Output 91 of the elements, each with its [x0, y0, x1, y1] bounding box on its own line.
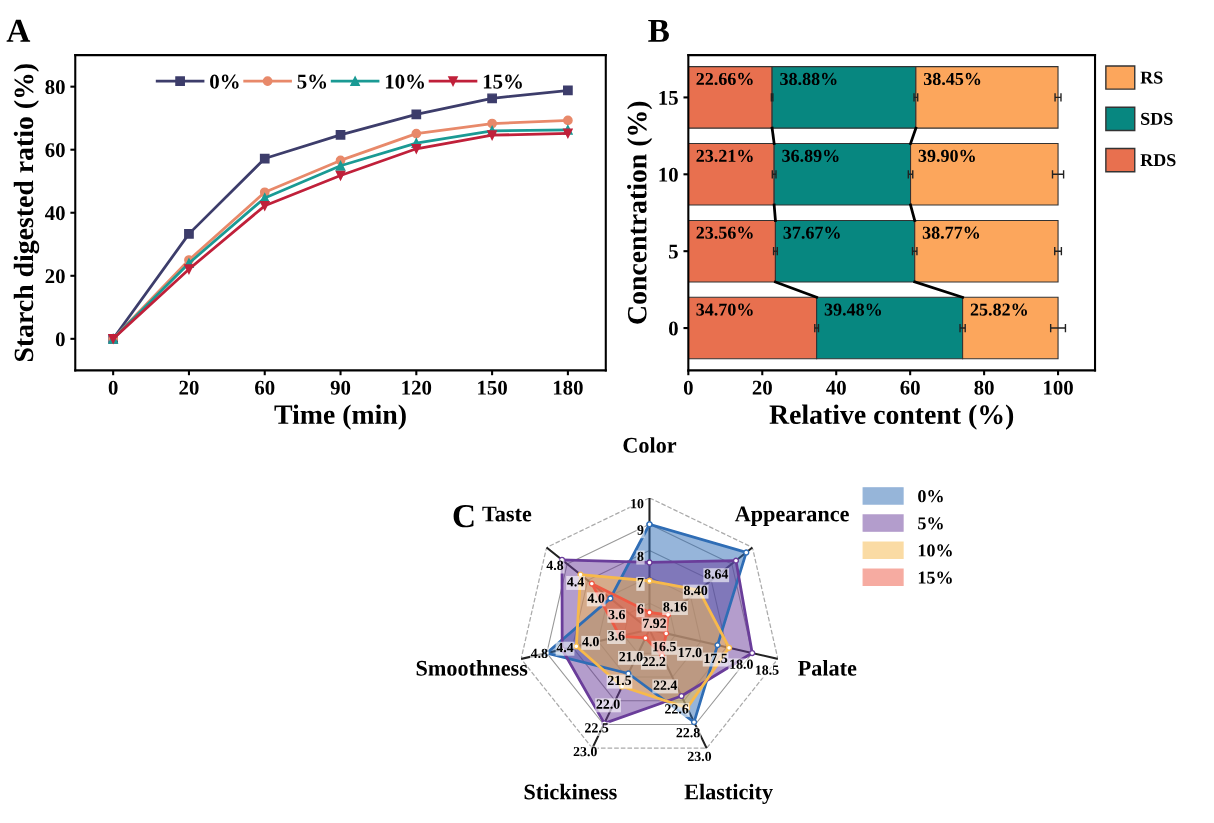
data-label: 23.56%	[696, 226, 753, 239]
text: 4.4	[556, 642, 574, 653]
y-tick-label: 0	[668, 321, 678, 336]
y-tick-label: 5	[669, 244, 678, 259]
text: C	[453, 504, 474, 528]
y-tick-label: 40	[45, 206, 65, 221]
data-label: 38.88%	[780, 72, 837, 86]
spoke-label: Stickiness	[524, 783, 617, 800]
legend-label: 10%	[385, 74, 424, 89]
spoke-label: Color	[623, 437, 677, 453]
data-label: 38.45%	[923, 72, 981, 86]
x-tick-label: 90	[330, 380, 351, 395]
x-tick-label: 150	[478, 380, 507, 395]
legend-label: RS	[1140, 71, 1163, 84]
legend-label: 0%	[918, 490, 943, 503]
text: 4.0	[587, 593, 605, 603]
legend-label: RDS	[1140, 154, 1176, 167]
text: 8.16	[663, 602, 687, 612]
x-tick-label: 60	[255, 380, 275, 395]
text: 17.5	[704, 653, 728, 664]
text: 22.8	[676, 727, 700, 738]
data-label: 37.67%	[783, 226, 840, 239]
text: 21.5	[607, 675, 632, 686]
x-tick-label: 80	[974, 380, 994, 395]
data-label: 39.48%	[824, 303, 882, 316]
text: 22.2	[642, 656, 666, 667]
legend-label: 10%	[918, 544, 952, 557]
text: 6	[637, 604, 644, 614]
text: 22.0	[596, 699, 620, 709]
y-tick-label: 15	[659, 90, 678, 105]
data-label: 23.21%	[696, 149, 753, 162]
text: 18.5	[755, 665, 779, 675]
data-label: 39.90%	[918, 149, 975, 162]
text: 4.0	[582, 636, 599, 647]
text: 22.4	[653, 680, 678, 690]
text: 8.64	[704, 569, 729, 579]
text: 23.0	[687, 751, 712, 762]
legend-label: 15%	[918, 571, 952, 584]
text: 3.6	[608, 631, 625, 641]
text: 4.8	[546, 560, 564, 571]
text: 17.0	[678, 647, 702, 658]
x-tick-label: 100	[1044, 380, 1073, 395]
spoke-label: Palate	[798, 660, 857, 676]
data-label: 38.77%	[922, 226, 980, 239]
text: 4.4	[567, 577, 584, 587]
y-tick-label: 80	[45, 80, 65, 95]
legend-label: 5%	[297, 74, 327, 89]
text: 9	[637, 525, 644, 535]
text: 7	[637, 578, 644, 588]
data-label: 22.66%	[696, 72, 753, 86]
chart-title: A	[6, 19, 31, 42]
x-tick-label: 60	[900, 380, 920, 395]
legend-label: SDS	[1141, 112, 1173, 125]
spoke-label: Appearance	[734, 506, 849, 526]
text: 22.6	[665, 704, 689, 714]
legend-label: 15%	[483, 74, 522, 89]
spoke-label: Elasticity	[684, 783, 773, 805]
text: 4.8	[530, 648, 548, 659]
x-tick-label: 0	[108, 380, 118, 395]
y-tick-label: 0	[55, 332, 65, 347]
text: 22.5	[585, 723, 609, 733]
data-label: 25.82%	[970, 303, 1027, 316]
text: 18.0	[730, 659, 753, 669]
legend-label: 5%	[918, 517, 943, 530]
text: 7.92	[643, 618, 667, 628]
y-axis-title: Starch digested ratio (%)	[13, 64, 40, 362]
text: 3.6	[608, 609, 626, 620]
y-tick-label: 10	[659, 167, 678, 182]
x-tick-label: 20	[752, 380, 772, 395]
x-tick-label: 20	[179, 380, 199, 395]
x-tick-label: 180	[553, 380, 583, 395]
spoke-label: Taste	[482, 506, 532, 522]
data-label: 34.70%	[696, 303, 753, 316]
data-label: 36.89%	[782, 149, 839, 162]
x-tick-label: 40	[826, 380, 846, 395]
x-tick-label: 120	[402, 380, 432, 395]
text: 10	[631, 498, 644, 509]
legend-label: 0%	[210, 74, 239, 89]
y-axis-title: Concentration (%)	[627, 101, 653, 324]
x-axis-title: Relative content (%)	[769, 404, 1014, 430]
y-tick-label: 20	[45, 269, 65, 284]
chart-title: B	[648, 19, 669, 42]
spoke-label: Smoothness	[416, 660, 528, 676]
text: 23.0	[573, 746, 597, 757]
x-axis-title: Time (min)	[274, 404, 406, 430]
y-tick-label: 60	[45, 143, 65, 158]
text: 16.5	[653, 641, 676, 652]
text: 21.0	[619, 651, 643, 662]
x-tick-label: 0	[683, 380, 693, 395]
text: 8	[637, 551, 644, 562]
text: 8.40	[683, 585, 708, 596]
